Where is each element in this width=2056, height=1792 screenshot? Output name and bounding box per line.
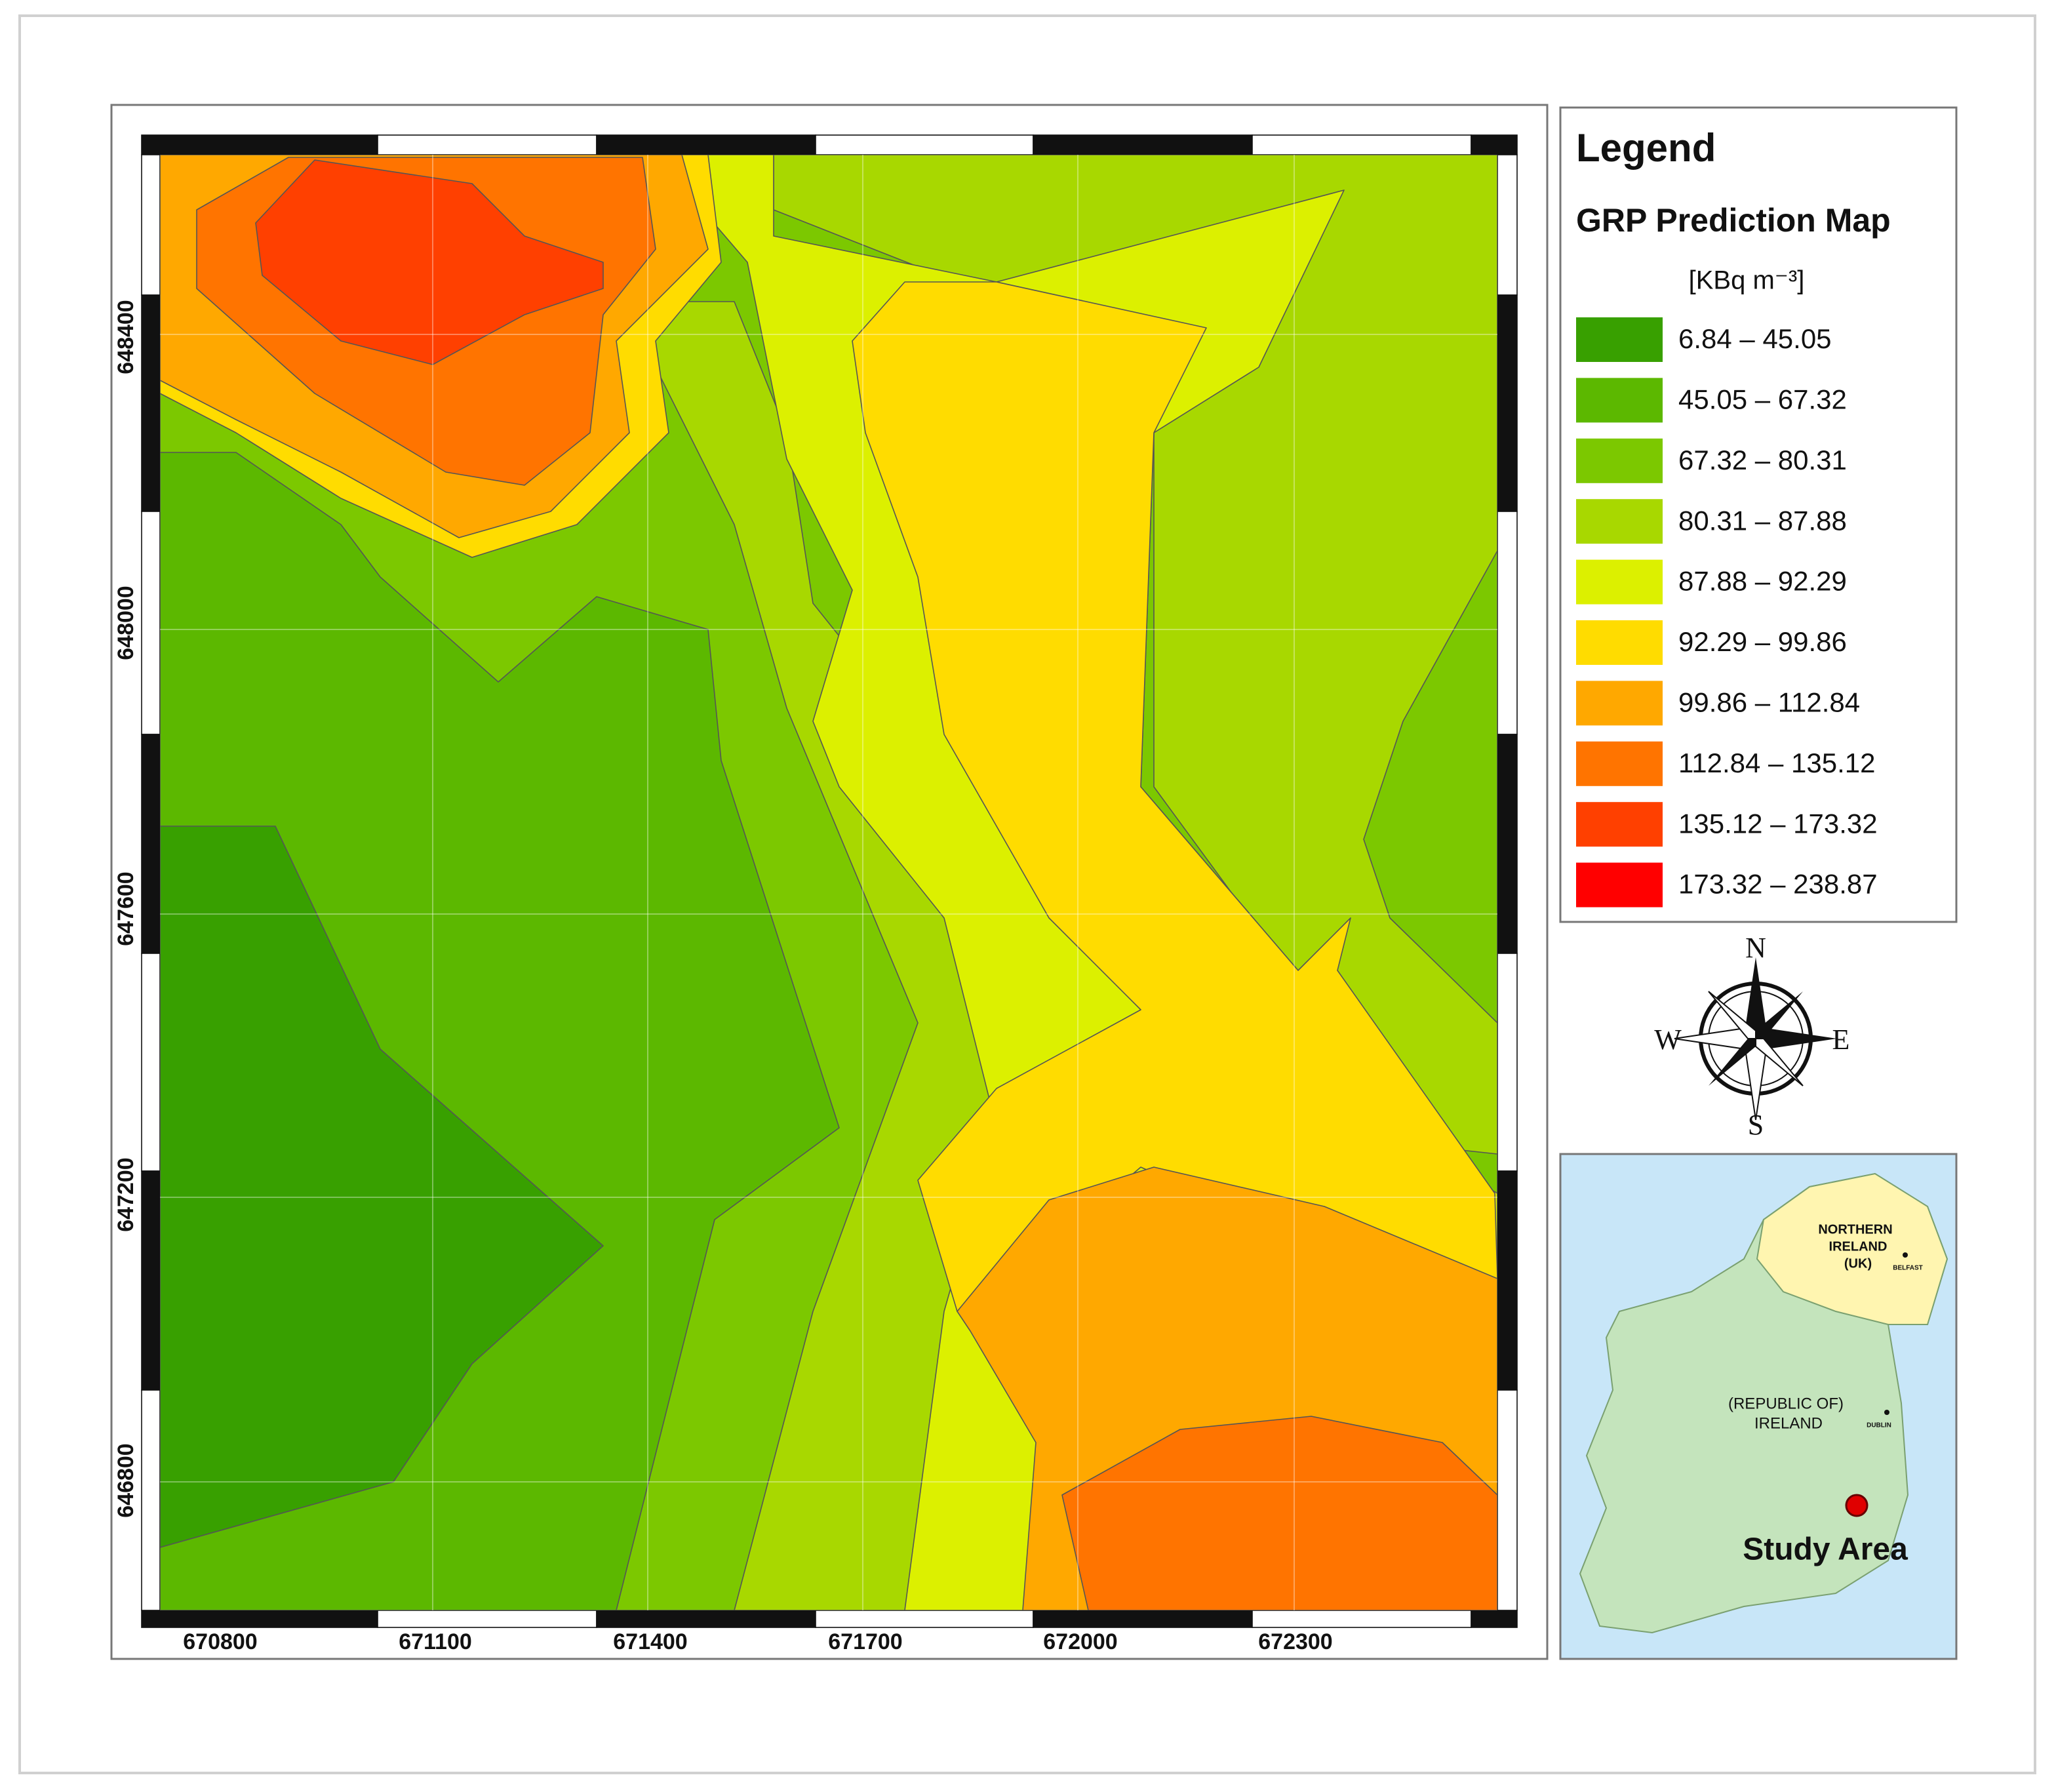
neatline-segment — [1033, 1610, 1253, 1628]
neatline-segment — [1471, 134, 1518, 155]
neatline-segment — [141, 1170, 161, 1391]
neatline-segment — [1497, 1170, 1518, 1391]
neatline-segment — [141, 1389, 161, 1611]
legend-label: 99.86 – 112.84 — [1678, 687, 1860, 717]
y-tick-label: 647200 — [113, 1157, 138, 1231]
legend-unit: [KBq m⁻³] — [1689, 266, 1805, 295]
legend-subtitle: GRP Prediction Map — [1576, 202, 1891, 239]
neatline-segment — [1497, 294, 1518, 512]
legend-swatch — [1576, 620, 1663, 665]
legend-label: 112.84 – 135.12 — [1678, 747, 1876, 778]
zone — [1363, 550, 1497, 1024]
legend-label: 45.05 – 67.32 — [1678, 384, 1847, 414]
neatline-segment — [141, 953, 161, 1172]
legend-items: 6.84 – 45.05 45.05 – 67.32 67.32 – 80.31 80… — [1576, 317, 1878, 907]
legend-swatch — [1576, 559, 1663, 605]
neatline-segment — [596, 134, 816, 155]
neatline-segment — [141, 1610, 378, 1628]
neatline-segment — [1471, 1610, 1518, 1628]
graticule — [160, 155, 1497, 1610]
inset-label: IRELAND — [1754, 1414, 1823, 1432]
legend-label: 6.84 – 45.05 — [1678, 323, 1832, 354]
neatline-segment — [815, 1610, 1034, 1628]
zone — [160, 826, 604, 1548]
neatline-segment — [141, 154, 161, 296]
inset-map — [1559, 1153, 1958, 1660]
x-tick-label: 671100 — [399, 1629, 472, 1654]
inset-label: (UK) — [1844, 1256, 1872, 1271]
study-area-label: Study Area — [1743, 1532, 1908, 1567]
neatline-segment — [377, 134, 597, 155]
neatline-segment — [596, 1610, 816, 1628]
legend-title: Legend — [1576, 126, 1716, 170]
neatline-segment — [377, 1610, 597, 1628]
legend-label: 80.31 – 87.88 — [1678, 505, 1847, 536]
north-arrow — [1674, 957, 1837, 1121]
inset-label: BELFAST — [1893, 1265, 1923, 1272]
neatline-segment — [141, 294, 161, 512]
legend-label: 92.29 – 99.86 — [1678, 626, 1847, 657]
legend-label: 87.88 – 92.29 — [1678, 566, 1847, 597]
inset-label: IRELAND — [1829, 1239, 1888, 1254]
legend-label: 135.12 – 173.32 — [1678, 808, 1878, 839]
x-tick-label: 672000 — [1043, 1629, 1117, 1654]
compass-s: S — [1748, 1109, 1764, 1141]
compass-n: N — [1745, 932, 1766, 964]
legend-swatch — [1576, 438, 1663, 483]
zone — [1061, 1416, 1497, 1610]
legend-label: 67.32 – 80.31 — [1678, 445, 1847, 475]
y-tick-label: 646800 — [113, 1443, 138, 1517]
zone — [255, 159, 604, 365]
legend-swatch — [1576, 378, 1663, 423]
neatline-segment — [141, 134, 378, 155]
legend-swatch — [1576, 681, 1663, 726]
legend-swatch — [1576, 802, 1663, 847]
compass-e: E — [1832, 1024, 1850, 1056]
neatline-segment — [141, 511, 161, 735]
prediction-map — [160, 155, 1497, 1610]
neatline-segment — [1497, 511, 1518, 735]
legend-swatch — [1576, 862, 1663, 907]
y-tick-label: 648400 — [113, 300, 138, 374]
inset-label: NORTHERN — [1818, 1222, 1892, 1237]
legend-label: 173.32 – 238.87 — [1678, 869, 1878, 900]
neatline-segment — [1497, 734, 1518, 954]
inset-label: DUBLIN — [1867, 1422, 1891, 1429]
y-tick-label: 647600 — [113, 871, 138, 946]
neatline-segment — [1252, 1610, 1472, 1628]
compass-w: W — [1654, 1024, 1682, 1056]
neatline — [141, 134, 1518, 1628]
legend-swatch — [1576, 741, 1663, 786]
x-tick-labels: 670800 671100 671400 671700 672000 672300 — [183, 1629, 1332, 1654]
neatline-segment — [1033, 134, 1253, 155]
neatline-segment — [1252, 134, 1472, 155]
x-tick-label: 671400 — [613, 1629, 687, 1654]
x-tick-label: 670800 — [183, 1629, 257, 1654]
neatline-segment — [1497, 154, 1518, 296]
neatline-segment — [815, 134, 1034, 155]
legend-swatch — [1576, 317, 1663, 362]
inset-label: (REPUBLIC OF) — [1728, 1395, 1844, 1412]
neatline-segment — [141, 734, 161, 954]
neatline-segment — [1497, 1389, 1518, 1611]
y-tick-labels: 648400 648000 647600 647200 646800 — [113, 300, 138, 1517]
legend-swatch — [1576, 499, 1663, 544]
x-tick-label: 671700 — [828, 1629, 902, 1654]
neatline-segment — [1497, 953, 1518, 1172]
x-tick-label: 672300 — [1258, 1629, 1332, 1654]
zone — [655, 301, 1023, 1610]
y-tick-label: 648000 — [113, 586, 138, 660]
